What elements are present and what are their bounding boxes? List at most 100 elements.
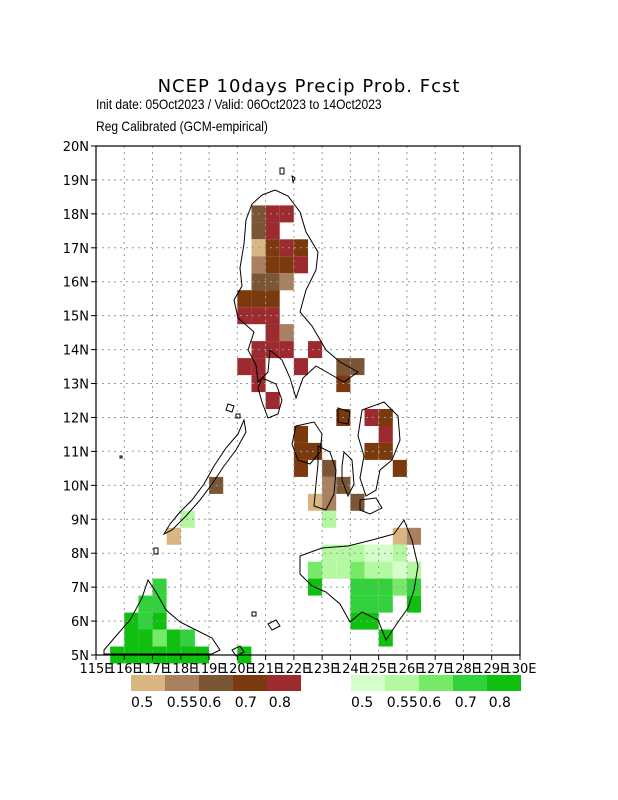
dry-probability-cell (279, 239, 294, 257)
subtitle-dates: Init date: 05Oct2023 / Valid: 06Oct2023 … (96, 96, 382, 112)
wet-probability-cell (392, 544, 407, 562)
wet-probability-cell (350, 578, 365, 596)
dry-probability-cell (251, 222, 266, 240)
lon-tick-label: 117E (136, 662, 169, 677)
coastline-mindoro (257, 377, 283, 419)
coastline-small-island (119, 455, 159, 555)
dry-legend-swatch (267, 675, 301, 691)
dry-legend-label: 0.8 (269, 695, 291, 711)
lon-tick-label: 128E (447, 662, 480, 677)
wet-probability-cell (350, 612, 365, 630)
dry-probability-cell (279, 205, 294, 223)
dry-probability-cell (265, 307, 280, 325)
lon-tick-label: 119E (193, 662, 226, 677)
coastline-palawan (162, 418, 247, 536)
dry-probability-cell (265, 290, 280, 308)
lon-tick-label: 116E (108, 662, 141, 677)
coastline-mindanao (299, 518, 419, 642)
lon-tick-label: 120E (221, 662, 254, 677)
dry-probability-cell (265, 324, 280, 342)
dry-probability-cell (279, 256, 294, 274)
wet-probability-cell (322, 544, 337, 562)
lat-tick-label: 16N (63, 276, 89, 291)
dry-probability-cell (265, 222, 280, 240)
lat-tick-label: 7N (71, 581, 89, 596)
lat-tick-label: 5N (71, 649, 89, 664)
dry-probability-cell (308, 341, 323, 359)
lat-tick-label: 11N (63, 445, 89, 460)
map-title: NCEP 10days Precip Prob. Fcst (157, 76, 461, 97)
lat-tick-label: 12N (63, 411, 89, 426)
wet-probability-cell (124, 629, 139, 647)
lat-tick-label: 15N (63, 310, 89, 325)
wet-probability-cell (308, 561, 323, 579)
colorbar-legends: 0.5 0.55 0.6 0.7 0.8 0.5 0.55 0.6 0.7 0.8 (131, 675, 521, 711)
coastline-borneo (103, 578, 221, 655)
wet-probability-cell (378, 561, 393, 579)
lon-tick-label: 130E (503, 662, 536, 677)
wet-legend-swatch (351, 675, 385, 691)
dry-probability-cell (251, 290, 266, 308)
dry-probability-cell (322, 493, 337, 511)
wet-legend-swatch (487, 675, 521, 691)
lat-tick-label: 10N (63, 479, 89, 494)
lat-tick-label: 8N (71, 547, 89, 562)
wet-probability-cell (152, 578, 167, 596)
dry-legend-swatch (131, 675, 165, 691)
lat-tick-label: 6N (71, 615, 89, 630)
dry-legend-label: 0.55 (167, 695, 198, 711)
coastline-cebu (341, 450, 355, 498)
dry-legend-label: 0.7 (235, 695, 257, 711)
lon-tick-label: 122E (277, 662, 310, 677)
lon-tick-label: 123E (306, 662, 339, 677)
lon-tick-label: 129E (475, 662, 508, 677)
dry-probability-cell (378, 425, 393, 443)
coastline-panay (291, 421, 323, 465)
wet-probability-cell (138, 629, 153, 647)
dry-legend-swatch (233, 675, 267, 691)
dry-probability-cell (392, 459, 407, 477)
dry-probability-cell (350, 493, 365, 511)
wet-probability-cell (166, 629, 181, 647)
dry-probability-cell (237, 358, 252, 376)
wet-probability-cell (350, 561, 365, 579)
coastline-luzon (233, 189, 359, 400)
wet-probability-cell (322, 561, 337, 579)
wet-probability-cell (392, 561, 407, 579)
lon-tick-label: 126E (390, 662, 423, 677)
wet-probability-cell (336, 561, 351, 579)
dry-probability-cell (265, 392, 280, 409)
dry-legend-swatch (199, 675, 233, 691)
dry-probability-cell (293, 459, 308, 477)
wet-legend-label: 0.8 (489, 695, 511, 711)
lon-tick-label: 121E (249, 662, 282, 677)
dry-probability-cell (406, 527, 421, 545)
coastline-samar-leyte (357, 401, 401, 497)
axis-ticks: 115E116E117E118E119E120E121E122E123E124E… (63, 140, 537, 677)
lon-tick-label: 127E (419, 662, 452, 677)
lat-tick-label: 19N (63, 174, 89, 189)
dry-legend-label: 0.6 (199, 695, 221, 711)
wet-legend-label: 0.6 (419, 695, 441, 711)
dry-probability-cell (293, 256, 308, 274)
coastline-batanes (279, 167, 296, 184)
wet-legend-swatch (385, 675, 419, 691)
coastline-negros (313, 445, 337, 511)
lat-tick-label: 9N (71, 513, 89, 528)
dry-probability-cell (350, 358, 365, 376)
dry-probability-cell (265, 239, 280, 257)
wet-legend-swatch (419, 675, 453, 691)
wet-probability-cell (364, 561, 379, 579)
wet-probability-cell (350, 544, 365, 562)
lat-tick-label: 17N (63, 242, 89, 257)
wet-probability-cell (364, 578, 379, 596)
lat-tick-label: 13N (63, 378, 89, 393)
lat-tick-label: 18N (63, 208, 89, 223)
wet-probability-cell (152, 629, 167, 647)
dry-probability-cell (237, 290, 252, 308)
wet-probability-cell (138, 595, 153, 613)
wet-probability-cell (378, 629, 393, 647)
wet-probability-cell (152, 595, 167, 613)
dry-probability-cell (279, 341, 294, 359)
wet-probability-cell (378, 595, 393, 613)
